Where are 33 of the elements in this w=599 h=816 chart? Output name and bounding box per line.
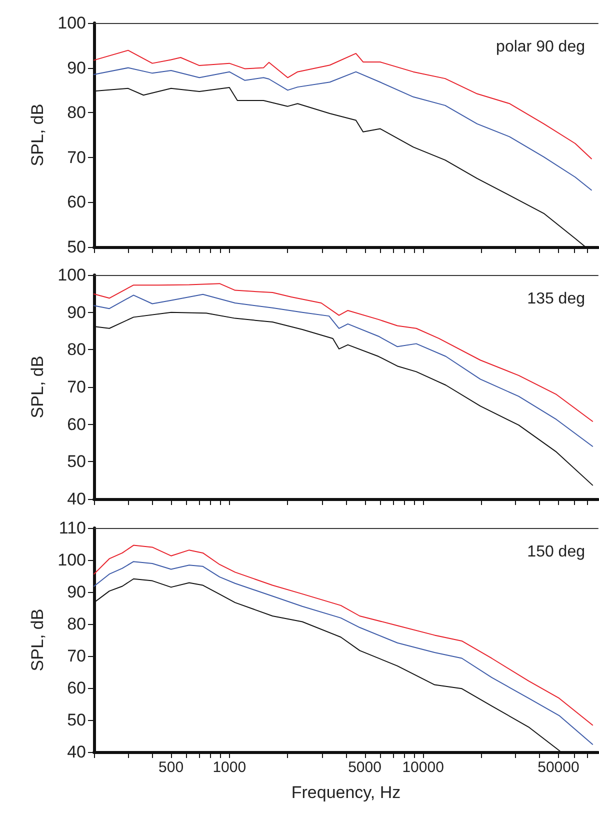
x-tick-label: 50000 xyxy=(538,759,580,776)
y-tick-label: 80 xyxy=(67,103,86,122)
y-tick-label: 40 xyxy=(67,742,86,762)
x-tick-label: 10000 xyxy=(402,759,444,776)
y-tick-label: 70 xyxy=(67,646,86,666)
y-axis-title: SPL, dB xyxy=(28,608,47,672)
annotation: polar 90 deg xyxy=(496,38,586,56)
annotation: 135 deg xyxy=(527,290,586,308)
y-tick-label: 110 xyxy=(58,518,86,538)
y-tick-label: 40 xyxy=(67,490,86,508)
y-tick-label: 60 xyxy=(67,192,86,212)
y-tick-label: 60 xyxy=(67,678,86,698)
x-tick-label: 500 xyxy=(158,759,184,776)
x-tick-label: 1000 xyxy=(212,759,246,776)
y-tick-label: 50 xyxy=(67,452,86,472)
y-tick-label: 60 xyxy=(67,414,86,434)
y-tick-label: 70 xyxy=(67,378,86,396)
y-tick-label: 80 xyxy=(67,614,86,634)
y-tick-label: 90 xyxy=(67,302,86,322)
y-tick-label: 100 xyxy=(58,14,86,32)
annotation: 150 deg xyxy=(527,544,586,560)
y-tick-label: 50 xyxy=(67,710,86,730)
y-tick-label: 80 xyxy=(67,340,86,360)
y-axis-title: SPL, dB xyxy=(28,104,47,166)
y-tick-label: 90 xyxy=(67,58,86,78)
y-tick-label: 100 xyxy=(58,266,86,284)
y-tick-label: 100 xyxy=(58,550,86,570)
y-axis-title: SPL, dB xyxy=(28,356,47,418)
y-tick-label: 90 xyxy=(67,582,86,602)
x-tick-label: 5000 xyxy=(348,759,382,776)
y-tick-label: 70 xyxy=(67,148,86,167)
x-axis-title: Frequency, Hz xyxy=(291,783,401,802)
y-tick-label: 50 xyxy=(67,238,86,256)
